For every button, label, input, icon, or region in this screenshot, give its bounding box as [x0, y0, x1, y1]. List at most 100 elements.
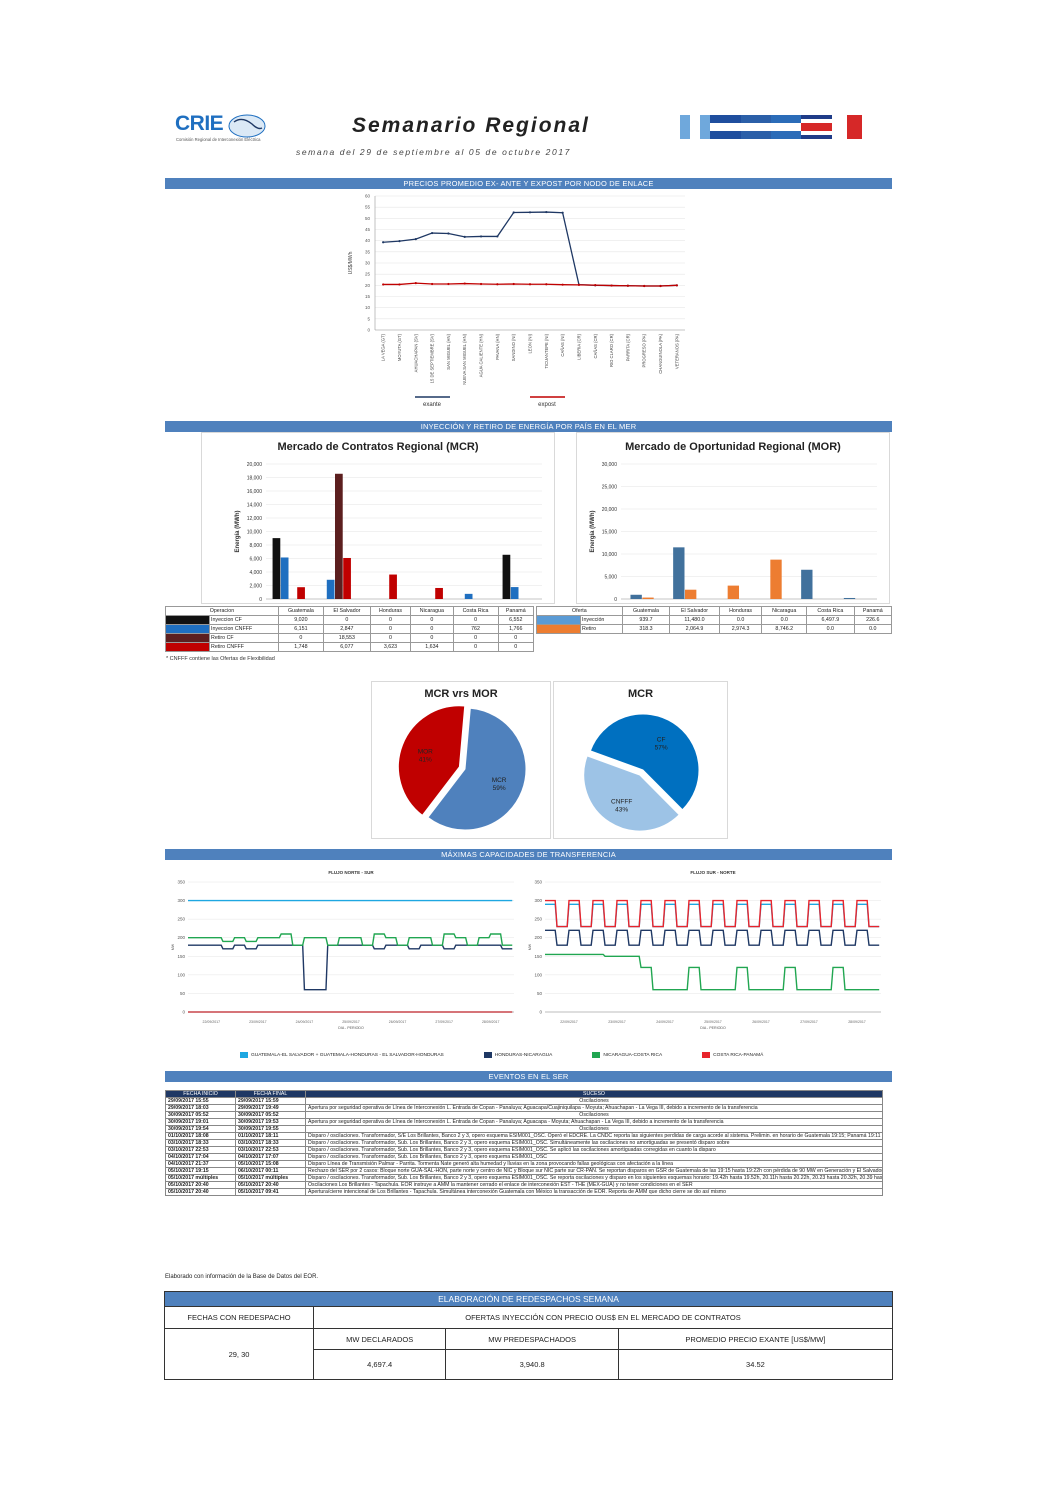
mor-y-tick: 10,000 — [602, 552, 618, 558]
events-cell: 05/10/2017 09:41 — [235, 1188, 306, 1196]
redespacho-sub-mw-declarados: MW DECLARADOS — [312, 1328, 447, 1350]
price-point-exante — [431, 231, 434, 235]
mcr-bar — [435, 587, 443, 599]
redespacho-title: ELABORACIÓN DE REDESPACHOS SEMANA — [164, 1291, 893, 1307]
flow-norte-sur-date-tick: 28/09/2017 — [482, 1020, 500, 1024]
mcr-table-cell: 0 — [369, 624, 412, 634]
events-cell: 29/09/2017 19:49 — [235, 1104, 306, 1112]
price-y-tick: 45 — [365, 227, 371, 232]
cnfff-note: * CNFFF contiene las Ofertas de Flexibil… — [166, 656, 275, 662]
mor-chart-title: Mercado de Oportunidad Regional (MOR) — [625, 441, 841, 453]
price-point-expost — [431, 282, 434, 286]
price-x-tick: CAÑAS (NI) — [560, 333, 565, 356]
events-cell: Disparo / oscilaciones. Transformador, S… — [305, 1132, 883, 1140]
mcr-y-tick: 12,000 — [247, 516, 263, 522]
price-x-tick: RIO CLARO (CR) — [609, 333, 614, 367]
flow-sur-norte-date-tick: 23/09/2017 — [608, 1020, 626, 1024]
price-point-expost — [414, 282, 417, 285]
mcr-y-tick: 18,000 — [247, 475, 263, 481]
mcr-chart: 0 2,000 4,000 6,000 8,000 10,000 12,000 14,000 1… — [235, 462, 542, 603]
mcr-table-row-swatch — [165, 642, 210, 652]
flow-norte-sur-date-tick: 27/09/2017 — [435, 1020, 453, 1024]
price-series-line-exante — [383, 211, 677, 287]
flow-norte-sur-y-tick: 50 — [180, 991, 186, 996]
mor-table-row-swatch — [536, 615, 581, 625]
section-inyeccion-title: INYECCIÓN Y RETIRO DE ENERGÍA POR PAÍS E… — [165, 421, 892, 432]
events-cell: Disparo / oscilaciones. Transformador, S… — [305, 1146, 883, 1154]
flow-norte-sur-date-tick: 23/09/2017 — [249, 1020, 267, 1024]
mcr-table-cell: 2,847 — [322, 624, 371, 634]
pie-mcr-mor-slice-pct: 41% — [419, 757, 432, 764]
price-x-tick: PAVANA (HN) — [495, 333, 500, 359]
mcr-table-cell: 0 — [452, 615, 499, 625]
flow-legend-item: COSTA RICA-PANAMÁ — [702, 1052, 763, 1058]
price-point-exante — [414, 238, 417, 241]
mcr-table-row: Inyeccion CNFFF 6,151 2,847 0 0 762 1,766 — [165, 624, 535, 634]
mcr-y-tick: 14,000 — [247, 502, 263, 508]
pie-mcr-title: MCR — [628, 688, 654, 700]
mor-table-cell: 0.0 — [806, 624, 855, 634]
flow-legend-swatch — [483, 1052, 492, 1058]
pie-mcr-slice-cf — [589, 713, 700, 811]
pie-mcr-mor-title: MCR vrs MOR — [424, 688, 498, 700]
section-precios-title: PRECIOS PROMEDIO EX- ANTE Y EXPOST POR N… — [165, 178, 892, 189]
flow-norte-sur-date-tick: 24/09/2017 — [296, 1020, 314, 1024]
redespacho-table: ELABORACIÓN DE REDESPACHOS SEMANA FECHAS… — [164, 1291, 894, 1380]
mor-table-cell: 226.6 — [853, 615, 893, 625]
mcr-y-tick: 6,000 — [249, 556, 262, 562]
flow-norte-sur-series — [188, 944, 513, 991]
redespacho-sub-precio: PROMEDIO PRECIO EXANTE [US$/MW] — [617, 1328, 894, 1350]
mcr-y-tick: 20,000 — [247, 462, 263, 468]
events-cell: Apertura/cierre intencional de Los Brill… — [305, 1188, 883, 1196]
events-row: 30/09/2017 05:52 30/09/2017 05:52 Oscilaci… — [165, 1111, 883, 1119]
price-x-tick: SANDINO (NI) — [511, 333, 516, 361]
mcr-table-cell: 1,634 — [410, 642, 454, 652]
flow-norte-sur-date-tick: 26/09/2017 — [389, 1020, 407, 1024]
price-point-expost — [447, 282, 450, 286]
mcr-table-cell: 6,077 — [322, 642, 371, 652]
pie-mcr-slice-pct: 57% — [655, 745, 668, 752]
mor-chart: 0 5,000 10,000 15,000 20,000 25,000 30,000 Ener… — [590, 462, 877, 603]
events-cell: 04/10/2017 17:07 — [235, 1153, 306, 1161]
mcr-table-cell: 0 — [410, 624, 454, 634]
price-point-expost — [512, 282, 515, 286]
price-point-expost — [626, 284, 629, 287]
price-point-exante — [447, 232, 450, 235]
events-row: 05/10/2017 múltiples 05/10/2017 múltiples… — [165, 1174, 883, 1182]
crie-logo-text: CRIE — [175, 112, 224, 135]
price-point-exante — [479, 235, 483, 238]
flow-legend-item: NICARAGUA-COSTA RICA — [592, 1052, 662, 1058]
events-cell: 04/10/2017 17:04 — [165, 1153, 236, 1161]
mor-table-row-swatch — [536, 624, 581, 634]
redespacho-col-ofertas: OFERTAS INYECCIÓN CON PRECIO OUS$ EN EL … — [313, 1306, 893, 1329]
mcr-table-cell: 1,766 — [497, 624, 535, 634]
mor-table-cell: 11,480.0 — [669, 615, 720, 625]
pie-mcr-mor-slice-mcr — [427, 707, 527, 831]
flow-norte-sur-y-tick: 350 — [177, 880, 185, 885]
price-point-exante — [496, 235, 499, 238]
redespacho-fechas-value: 29, 30 — [164, 1328, 314, 1380]
events-row: 01/10/2017 18:08 01/10/2017 18:11 Disparo … — [165, 1132, 883, 1140]
price-point-expost — [496, 283, 499, 286]
flow-sur-norte-x-label: DIA - PERIODO — [700, 1026, 726, 1030]
flow-sur-norte-y-tick: 50 — [537, 991, 543, 996]
flow-sur-norte-y-tick: 300 — [534, 898, 542, 903]
flow-norte-sur-y-tick: 100 — [177, 972, 185, 977]
mor-table-header-cell: Nicaragua — [761, 606, 808, 616]
flow-legend-swatch — [240, 1052, 248, 1058]
events-row: 05/10/2017 20:40 05/10/2017 09:41 Apertura… — [165, 1188, 883, 1196]
flow-sur-norte-y-label: MW — [528, 943, 532, 950]
flow-legend-swatch — [592, 1052, 601, 1058]
mcr-table-cell: 6,151 — [277, 624, 324, 634]
events-cell: 05/10/2017 20:40 — [165, 1188, 236, 1196]
pie-mcr-slice-label: CF — [657, 737, 666, 744]
events-row: 04/10/2017 17:04 04/10/2017 17:07 Disparo … — [165, 1153, 883, 1161]
mor-table-cell: 0.0 — [853, 624, 893, 634]
crie-logo-mark — [228, 114, 266, 138]
flow-norte-sur-chart: FLUJO NORTE - SUR 0 50 100 150 200 250 300 350 MW… — [171, 870, 514, 1030]
mcr-table-row: Inyeccion CF 9,020 0 0 0 0 6,552 — [165, 615, 535, 625]
mcr-table-header-cell: Guatemala — [277, 606, 324, 616]
redespacho-precio: 34.52 — [617, 1349, 894, 1380]
price-point-exante — [545, 210, 548, 214]
mcr-table-row-label: Inyeccion CF — [209, 615, 279, 625]
